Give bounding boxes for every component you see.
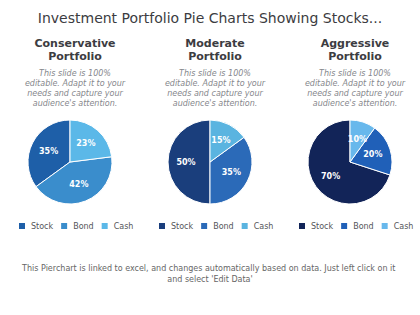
svg-text:Aggressive: Aggressive xyxy=(321,37,390,50)
svg-text:Cash: Cash xyxy=(114,222,134,231)
svg-text:Bond: Bond xyxy=(73,222,94,231)
svg-text:Stock: Stock xyxy=(311,222,334,231)
svg-text:20%: 20% xyxy=(363,150,382,159)
svg-text:Bond: Bond xyxy=(213,222,234,231)
svg-text:50%: 50% xyxy=(176,158,195,167)
svg-text:Portfolio: Portfolio xyxy=(48,50,102,63)
svg-text:Stock: Stock xyxy=(171,222,194,231)
svg-text:This Pierchart is linked to ex: This Pierchart is linked to excel, and c… xyxy=(21,264,398,273)
svg-text:Cash: Cash xyxy=(254,222,274,231)
svg-text:editable. Adapt it to your: editable. Adapt it to your xyxy=(305,79,406,88)
svg-text:Cash: Cash xyxy=(394,222,414,231)
svg-text:editable. Adapt it to your: editable. Adapt it to your xyxy=(165,79,266,88)
svg-text:23%: 23% xyxy=(76,139,95,148)
svg-text:needs and capture your: needs and capture your xyxy=(27,89,123,98)
svg-text:This slide is 100%: This slide is 100% xyxy=(319,69,391,78)
svg-text:70%: 70% xyxy=(321,172,340,181)
svg-text:Bond: Bond xyxy=(353,222,374,231)
svg-text:and select 'Edit Data': and select 'Edit Data' xyxy=(167,275,252,284)
svg-text:15%: 15% xyxy=(211,136,230,145)
svg-text:Portfolio: Portfolio xyxy=(188,50,242,63)
svg-text:35%: 35% xyxy=(222,168,241,177)
svg-text:This slide is 100%: This slide is 100% xyxy=(39,69,111,78)
svg-text:10%: 10% xyxy=(348,135,367,144)
svg-text:42%: 42% xyxy=(69,180,88,189)
svg-text:Investment Portfolio Pie Chart: Investment Portfolio Pie Charts Showing … xyxy=(38,10,382,26)
svg-text:Portfolio: Portfolio xyxy=(328,50,382,63)
svg-text:audience's attention.: audience's attention. xyxy=(313,99,398,108)
svg-text:Stock: Stock xyxy=(31,222,54,231)
svg-text:needs and capture your: needs and capture your xyxy=(167,89,263,98)
svg-text:Conservative: Conservative xyxy=(34,37,115,50)
svg-text:editable. Adapt it to your: editable. Adapt it to your xyxy=(25,79,126,88)
svg-text:audience's attention.: audience's attention. xyxy=(173,99,258,108)
svg-text:Moderate: Moderate xyxy=(185,37,244,50)
svg-text:This slide is 100%: This slide is 100% xyxy=(179,69,251,78)
svg-text:35%: 35% xyxy=(39,147,58,156)
svg-text:needs and capture your: needs and capture your xyxy=(307,89,403,98)
svg-text:audience's attention.: audience's attention. xyxy=(33,99,118,108)
